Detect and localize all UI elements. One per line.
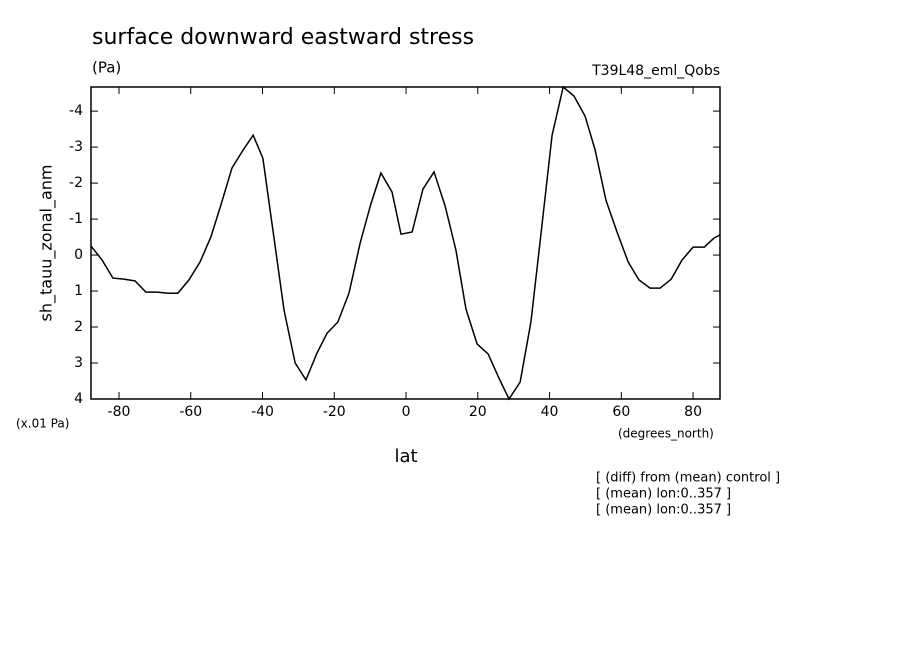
x-axis-label: lat [394, 446, 417, 467]
note: [ (diff) from (mean) control ] [596, 471, 780, 486]
x-tick-label: 60 [612, 404, 630, 420]
chart-title: surface downward eastward stress [92, 25, 474, 50]
y-tick-label: -4 [69, 103, 83, 119]
y-tick-label: -3 [69, 139, 83, 155]
y-axis-label: sh_tauu_zonal_anm [37, 165, 57, 322]
plot-frame [90, 86, 721, 400]
x-tick-label: -80 [108, 404, 131, 420]
units-label: (Pa) [92, 59, 121, 77]
x-tick-label: -40 [251, 404, 274, 420]
note: [ (mean) lon:0..357 ] [596, 487, 731, 502]
x-units-label: (degrees_north) [618, 427, 714, 441]
data-line [90, 85, 721, 401]
y-tick-label: 0 [74, 247, 83, 263]
x-tick-label: -20 [323, 404, 346, 420]
x-tick-label: 80 [684, 404, 702, 420]
y-tick-label: 4 [74, 391, 83, 407]
note: [ (mean) lon:0..357 ] [596, 503, 731, 518]
x-tick-label: 0 [402, 404, 411, 420]
x-tick-label: 40 [541, 404, 559, 420]
run-label: T39L48_eml_Qobs [591, 63, 720, 79]
y-tick-label: 1 [74, 283, 83, 299]
y-tick-label: -2 [69, 175, 83, 191]
y-tick-label: 3 [74, 355, 83, 371]
y-tick-label: 2 [74, 319, 83, 335]
x-tick-label: -60 [179, 404, 202, 420]
x-tick-label: 20 [469, 404, 487, 420]
y-scale-label: (x.01 Pa) [16, 417, 69, 431]
y-tick-label: -1 [69, 211, 83, 227]
